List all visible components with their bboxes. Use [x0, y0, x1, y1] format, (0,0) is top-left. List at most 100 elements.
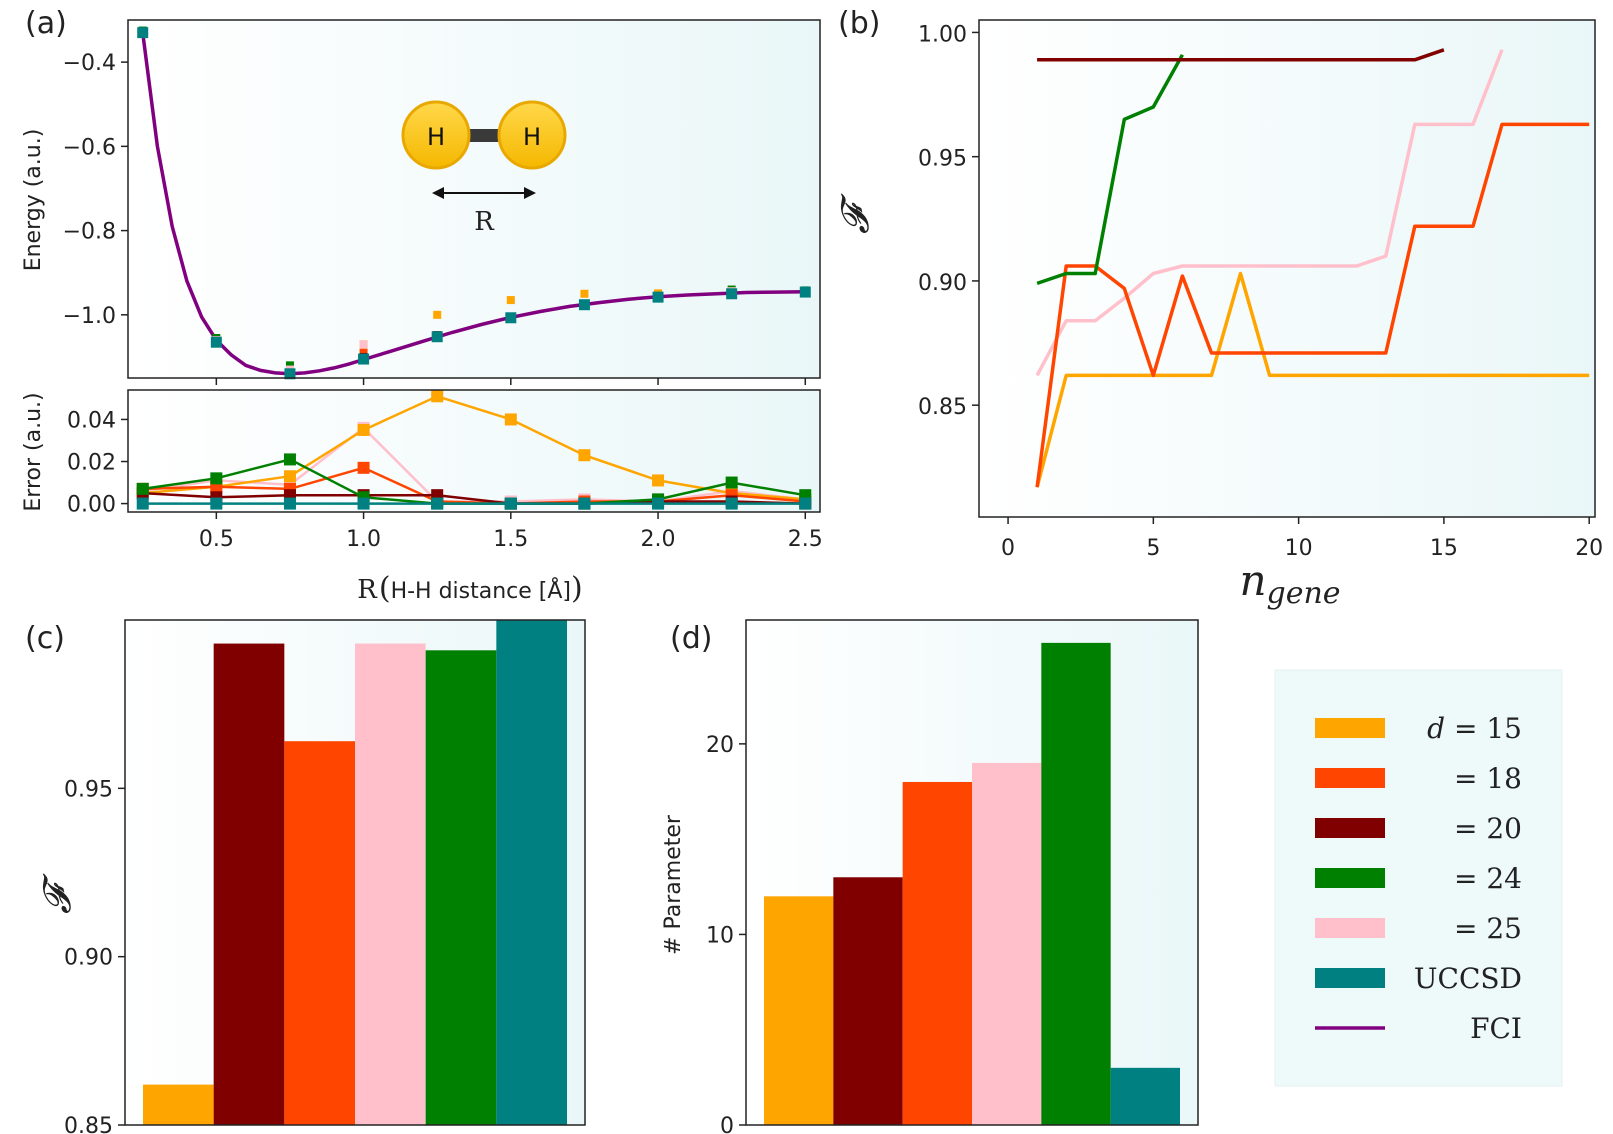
energy-marker-d18 [359, 348, 368, 357]
error-marker-uccsd [210, 497, 223, 510]
panel-label-b: (b) [838, 6, 880, 41]
h2-molecule-illustration: H H R [401, 100, 567, 237]
legend-label-d15: d = 15 [1427, 712, 1522, 745]
fidelity-bar-d24 [425, 650, 497, 1125]
fidelity-line-d24 [1036, 53, 1184, 286]
parameter-ytick-label: 20 [706, 733, 734, 758]
legend-label-fci: FCI [1470, 1012, 1522, 1045]
atom-label-left: H [427, 123, 445, 151]
error-marker-d18 [357, 461, 370, 474]
error-marker-d24 [283, 453, 296, 466]
error-marker-d24 [725, 476, 738, 489]
parameter-ytick-label: 0 [720, 1114, 734, 1134]
ngene-xtick-label: 5 [1146, 536, 1160, 561]
error-marker-uccsd [504, 497, 517, 510]
error-plot: 0.00 0.02 0.04 0.5 1.0 1.5 2.0 2.5 Error (a.u.)… [21, 389, 823, 606]
fidelity-bar-d15 [143, 1084, 214, 1125]
energy-plot: −0.4 −0.6 −0.8 −1.0 Energy (a.u.) H H R [21, 19, 821, 385]
parameter-ytick-label: 10 [706, 923, 734, 948]
energy-marker-d24 [285, 361, 294, 370]
fidelity-ytick-label: 0.90 [918, 271, 967, 296]
legend-value: = 25 [1454, 912, 1522, 945]
parameter-bar-d15 [764, 896, 834, 1125]
legend-swatch-d15 [1315, 718, 1385, 738]
fidelity-axis-label-c: 𝓕 [35, 873, 79, 914]
fidelity-bar-uccsd [496, 620, 567, 1125]
error-marker-uccsd [799, 497, 812, 510]
error-marker-uccsd [283, 497, 296, 510]
fidelity-vs-ngene-plot: 0.85 0.90 0.95 1.00 0 5 10 15 20 𝓕 ngene [833, 19, 1603, 611]
error-plot-frame [127, 389, 821, 513]
energy-marker-uccsd [431, 331, 443, 343]
legend-value: = 24 [1454, 862, 1522, 895]
panel-label-a: (a) [25, 6, 67, 41]
energy-marker-d15 [433, 310, 442, 319]
parameter-bar-d20 [833, 877, 903, 1125]
fidelity-bar-d25 [355, 643, 426, 1125]
error-line-d15 [142, 394, 806, 501]
energy-marker-d15 [506, 296, 515, 305]
fidelity-bar-d18 [284, 741, 355, 1125]
error-marker-d24 [210, 472, 223, 485]
error-ytick-label: 0.02 [67, 451, 116, 476]
legend: d = 15 = 18 = 20 = 24 = 25 UCCSD FCI [1274, 669, 1563, 1087]
parameter-bar-frame [745, 619, 1199, 1126]
error-axis-label: Error (a.u.) [21, 392, 46, 511]
fidelity-plot-frame [978, 19, 1596, 518]
energy-marker-uccsd [358, 353, 370, 365]
error-marker-d15 [504, 413, 517, 426]
energy-marker-uccsd [284, 368, 296, 380]
atom-label-right: H [523, 123, 541, 151]
fidelity-line-d20 [1037, 48, 1445, 62]
energy-ytick-label: −0.4 [63, 51, 116, 76]
legend-swatch-d24 [1315, 868, 1385, 888]
energy-marker-uccsd [799, 286, 811, 298]
arrowhead-left-icon [432, 187, 444, 199]
fidelity-bar-chart: 0.85 0.90 0.95 𝓕 [35, 619, 586, 1134]
legend-swatch-uccsd [1315, 968, 1385, 988]
legend-value: = 15 [1454, 712, 1522, 745]
ngene-xtick-label: 15 [1430, 536, 1458, 561]
fidelity-ytick-label: 0.85 [64, 1114, 113, 1134]
panel-label-c: (c) [25, 621, 65, 656]
error-marker-d15 [578, 449, 591, 462]
error-marker-uccsd [357, 497, 370, 510]
fidelity-plot-background [979, 20, 1595, 517]
error-xtick-label: 1.0 [346, 527, 381, 552]
fidelity-ytick-label: 1.00 [918, 22, 967, 47]
error-xtick-label: 0.5 [199, 527, 234, 552]
energy-plot-background [128, 20, 820, 378]
error-marker-uccsd [652, 497, 665, 510]
legend-label-uccsd: UCCSD [1414, 962, 1522, 995]
error-ytick-label: 0.00 [67, 493, 116, 518]
energy-marker-uccsd [578, 299, 590, 311]
legend-value: = 18 [1454, 762, 1522, 795]
legend-swatch-d25 [1315, 918, 1385, 938]
energy-axis-label: Energy (a.u.) [21, 129, 46, 272]
parameter-bar-d18 [902, 781, 972, 1125]
energy-ytick-label: −1.0 [63, 304, 116, 329]
error-xtick-label: 1.5 [493, 527, 528, 552]
error-marker-d15 [283, 470, 296, 483]
error-xtick-label: 2.0 [641, 527, 676, 552]
fidelity-ytick-label: 0.95 [64, 777, 113, 802]
energy-ytick-label: −0.6 [63, 135, 116, 160]
parameter-bar-uccsd [1110, 1067, 1180, 1125]
error-marker-uccsd [431, 497, 444, 510]
legend-swatch-d18 [1315, 768, 1385, 788]
error-marker-uccsd [578, 497, 591, 510]
error-marker-uccsd [136, 497, 149, 510]
legend-variable: d [1427, 712, 1454, 745]
distance-axis-label: R(H-H distance [Å]) [357, 571, 582, 606]
legend-swatch-d20 [1315, 818, 1385, 838]
hydrogen-atom-right-icon [497, 100, 567, 170]
bond-distance-label: R [474, 207, 495, 237]
fidelity-line-d15 [1035, 271, 1590, 488]
fidelity-bar-d20 [213, 643, 285, 1125]
error-ytick-label: 0.04 [67, 408, 116, 433]
legend-label-d25: = 25 [1454, 912, 1522, 945]
error-plot-background [128, 390, 820, 512]
fidelity-line-d18 [1035, 122, 1590, 488]
fidelity-axis-label-b: 𝓕 [833, 193, 877, 234]
ngene-xtick-label: 10 [1285, 536, 1313, 561]
